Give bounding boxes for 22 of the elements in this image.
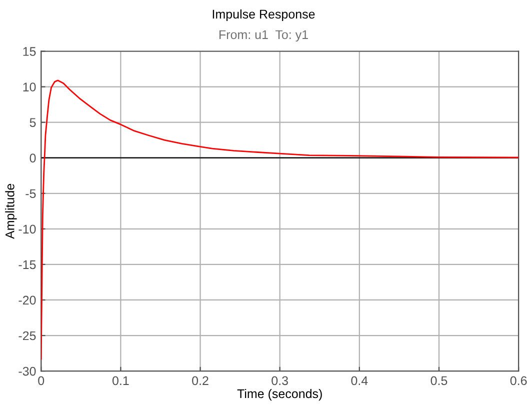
y-tick-label: 15 [23,47,36,56]
y-tick-label: -10 [18,224,36,234]
y-tick-label: -5 [26,189,36,198]
chart-title: Impulse Response [212,9,315,22]
y-tick-label: 10 [23,82,36,92]
y-axis-title: Amplitude [5,184,17,239]
y-tick-label: -25 [18,331,36,340]
line-series [41,80,519,360]
y-tick-label: -20 [18,296,36,305]
y-tick-label: 5 [30,118,36,127]
x-tick-label: 0.2 [192,376,208,386]
x-tick-label: 0.1 [112,376,129,386]
y-tick-label: -15 [18,260,36,270]
y-tick-label: 0 [30,154,36,162]
chart-subtitle: From: u1 To: y1 [219,30,308,42]
y-tick-label: -30 [18,366,36,376]
x-axis-title: Time (seconds) [237,388,322,401]
x-tick-label: 0.3 [272,376,288,386]
x-tick-label: 0.5 [430,376,448,386]
x-tick-label: 0 [38,376,44,386]
x-tick-label: 0.4 [351,376,368,386]
x-tick-label: 0.6 [510,376,527,386]
